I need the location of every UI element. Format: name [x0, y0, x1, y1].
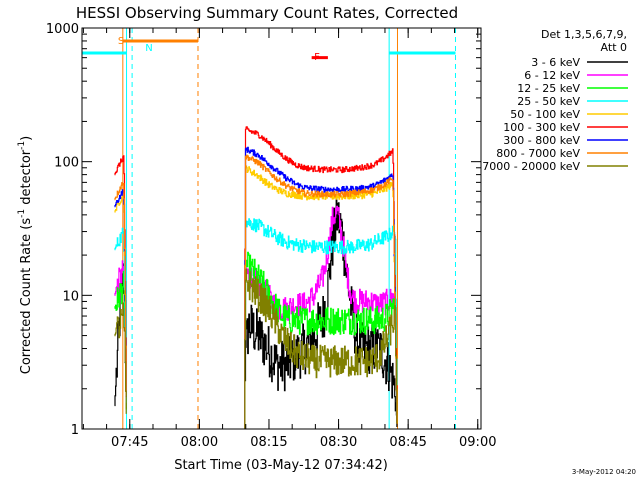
annotation-f: F [314, 52, 320, 63]
series-line-7-a [114, 182, 127, 396]
svg-text:Corrected Count Rate (s-1 dete: Corrected Count Rate (s-1 detector-1) [17, 136, 34, 374]
legend-label-0: 3 - 6 keV [531, 56, 580, 69]
x-tick-label: 08:45 [389, 435, 426, 450]
legend-label-3: 25 - 50 keV [517, 95, 580, 108]
series-line-8-a [114, 302, 127, 414]
y-tick-label: 1000 [46, 22, 79, 37]
legend-label-2: 12 - 25 keV [517, 82, 580, 95]
series-line-7-b0 [244, 154, 398, 429]
y-tick-label: 100 [54, 156, 79, 171]
plot-frame [81, 27, 482, 430]
annotation-s: S [118, 36, 124, 47]
y-axis-label-sup2: -1 [17, 141, 27, 150]
legend-header-line2: Att 0 [601, 41, 627, 54]
y-axis-label-sup1: -1 [17, 209, 27, 218]
timestamp: 3-May-2012 04:20 [572, 468, 636, 476]
series-line-5-a [114, 155, 127, 393]
legend-label-1: 6 - 12 keV [524, 69, 580, 82]
series-line-5-b0 [244, 126, 398, 429]
x-tick-label: 08:15 [250, 435, 287, 450]
x-tick-label: 08:00 [181, 435, 218, 450]
plot-area: S N F 1 10 100 1000 07:45 08:00 08:15 08:30 08:45 09… [46, 22, 497, 450]
series-line-3-b0 [244, 218, 398, 429]
annotation-n: N [145, 43, 152, 54]
legend-label-5: 100 - 300 keV [503, 121, 580, 134]
x-tick-label: 09:00 [459, 435, 496, 450]
y-axis-label: Corrected Count Rate (s-1 detector-1) [17, 136, 34, 374]
y-axis-label-mid: detector [19, 149, 34, 209]
series-line-1-b0 [244, 205, 398, 429]
series-line-8-b0 [244, 268, 398, 429]
legend-label-4: 50 - 100 keV [510, 108, 580, 121]
y-tick-label: 10 [62, 289, 79, 304]
y-axis-label-end: ) [19, 136, 34, 141]
chart-title: HESSI Observing Summary Count Rates, Cor… [76, 4, 458, 22]
series-group [114, 126, 398, 429]
x-tick-label: 08:30 [320, 435, 357, 450]
legend-label-6: 300 - 800 keV [503, 134, 580, 147]
x-axis-label: Start Time (03-May-12 07:34:42) [174, 458, 388, 473]
x-tick-label: 07:45 [111, 435, 148, 450]
y-tick-label: 1 [71, 423, 79, 438]
legend-label-7: 800 - 7000 keV [496, 147, 580, 160]
y-axis-label-main: Corrected Count Rate (s [19, 218, 34, 375]
legend-header-line1: Det 1,3,5,6,7,9, [541, 28, 627, 41]
legend-label-8: 7000 - 20000 keV [482, 160, 580, 173]
